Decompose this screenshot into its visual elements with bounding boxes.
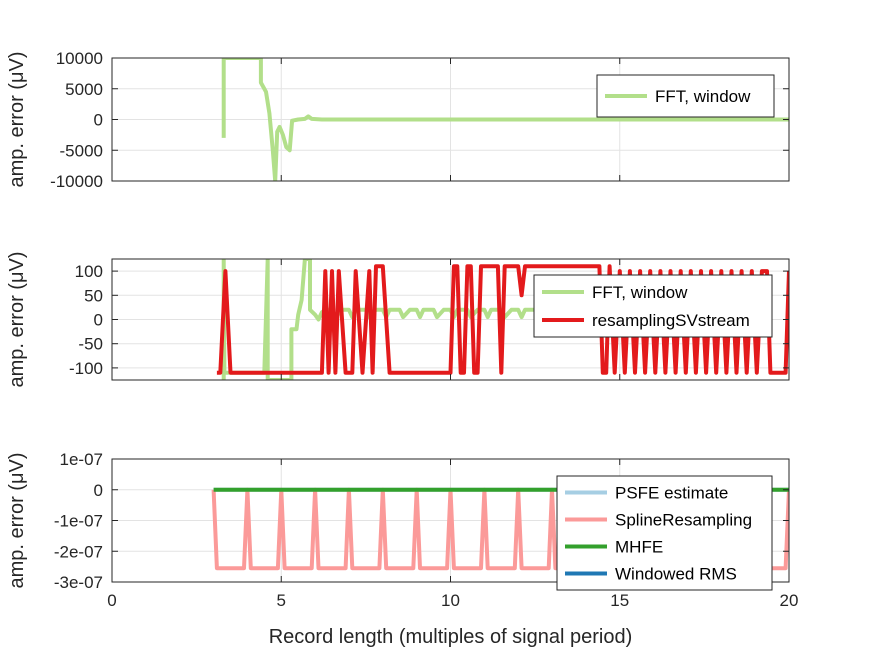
legend-label: PSFE estimate	[615, 484, 728, 503]
legend-label: Windowed RMS	[615, 565, 737, 584]
series-line-fft-window	[221, 58, 789, 181]
y-tick-label: -10000	[50, 172, 103, 191]
y-tick-label: 0	[94, 111, 103, 130]
legend-label: FFT, window	[592, 283, 688, 302]
y-tick-label: -5000	[60, 141, 103, 160]
legend: FFT, window	[596, 74, 775, 118]
y-axis-label: amp. error (μV)	[6, 252, 28, 388]
x-tick-label: 10	[441, 591, 460, 610]
y-tick-label: 1e-07	[60, 450, 103, 469]
x-tick-label: 5	[277, 591, 286, 610]
subplot-3: 0 5 10 15 20 -3e-07 -2e-07 -1e-07 0 1e-07 amp. err…	[6, 450, 798, 648]
y-tick-label: 5000	[65, 80, 103, 99]
legend-label: SplineResampling	[615, 511, 752, 530]
series-line-fft-window	[221, 259, 563, 380]
x-tick-label: 20	[780, 591, 799, 610]
y-tick-label: -1e-07	[54, 512, 103, 531]
y-tick-label: -3e-07	[54, 573, 103, 592]
y-axis-label: amp. error (μV)	[6, 52, 28, 188]
series-group	[221, 58, 789, 181]
legend: FFT, window resamplingSVstream	[533, 274, 773, 338]
legend-box	[533, 274, 773, 338]
legend-box	[556, 475, 773, 591]
legend-label: MHFE	[615, 538, 663, 557]
y-tick-label: 0	[94, 311, 103, 330]
legend-box	[596, 74, 775, 118]
legend: PSFE estimate SplineResampling MHFE Windowe…	[556, 475, 773, 591]
subplot-1: -10000 -5000 0 5000 10000 amp. error (μV) FFT,…	[6, 49, 790, 191]
y-tick-label: 10000	[56, 49, 103, 68]
y-axis-label: amp. error (μV)	[6, 453, 28, 589]
legend-label: resamplingSVstream	[592, 311, 750, 330]
y-tick-label: 100	[75, 262, 103, 281]
y-tick-label: 50	[84, 286, 103, 305]
subplot-2: -100 -50 0 50 100 amp. error (μV) FFT, window r…	[6, 252, 790, 388]
y-tick-label: -50	[78, 335, 103, 354]
x-tick-label: 15	[610, 591, 629, 610]
y-tick-label: -2e-07	[54, 542, 103, 561]
x-tick-label: 0	[107, 591, 116, 610]
legend-label: FFT, window	[655, 87, 751, 106]
x-axis-label: Record length (multiples of signal perio…	[269, 626, 633, 648]
y-tick-label: -100	[69, 359, 103, 378]
y-tick-label: 0	[94, 481, 103, 500]
